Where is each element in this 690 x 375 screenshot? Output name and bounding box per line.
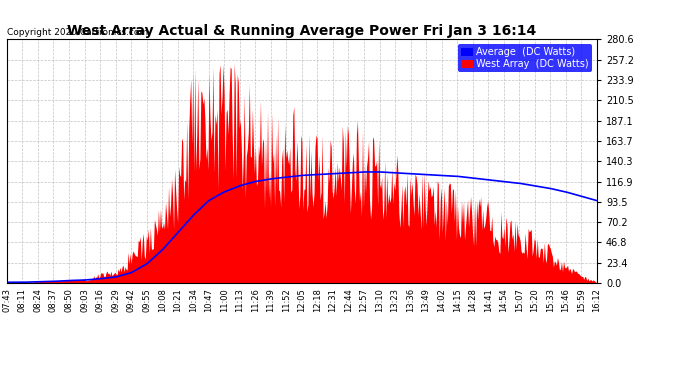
Legend: Average  (DC Watts), West Array  (DC Watts): Average (DC Watts), West Array (DC Watts… [458,44,592,72]
Text: Copyright 2020 Cartronics.com: Copyright 2020 Cartronics.com [7,28,148,37]
Title: West Array Actual & Running Average Power Fri Jan 3 16:14: West Array Actual & Running Average Powe… [67,24,537,38]
